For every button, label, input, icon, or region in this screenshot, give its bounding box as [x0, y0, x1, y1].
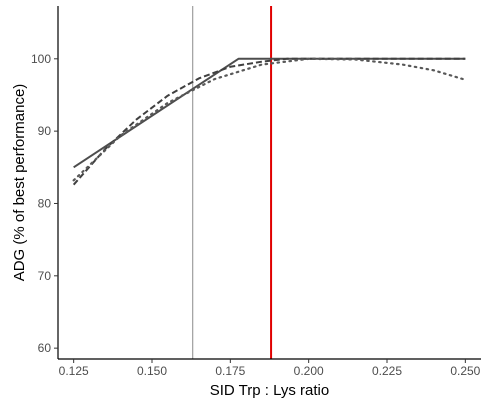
y-tick-label: 100	[31, 52, 51, 66]
series-line-solid	[73, 57, 466, 169]
series-line-dotted	[72, 57, 467, 182]
x-tick-label: 0.150	[137, 364, 167, 378]
x-tick-label: 0.225	[372, 364, 402, 378]
y-tick-label: 90	[38, 124, 52, 138]
x-tick-label: 0.175	[215, 364, 245, 378]
y-tick-label: 80	[38, 196, 52, 210]
axes	[57, 6, 481, 360]
y-ticks: 60 70 80 90 100	[31, 52, 58, 355]
x-axis-title: SID Trp : Lys ratio	[210, 382, 329, 399]
series-lines	[72, 57, 467, 186]
x-tick-label: 0.200	[294, 364, 324, 378]
x-tick-label: 0.250	[450, 364, 480, 378]
y-tick-label: 70	[38, 269, 52, 283]
reference-lines	[192, 6, 273, 359]
x-ticks: 0.125 0.150 0.175 0.200 0.225 0.250	[59, 359, 481, 378]
x-tick-label: 0.125	[59, 364, 89, 378]
y-tick-label: 60	[38, 341, 52, 355]
y-axis-title: ADG (% of best performance)	[11, 84, 28, 282]
series-line-dashed	[72, 57, 466, 186]
